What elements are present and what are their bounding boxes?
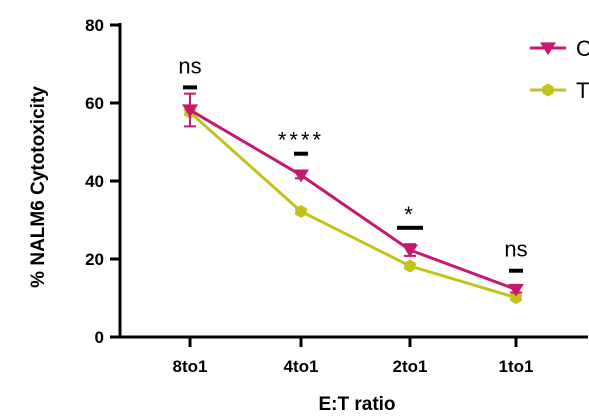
data-point	[182, 104, 198, 118]
data-point	[510, 291, 522, 305]
data-point	[295, 204, 307, 218]
data-point	[404, 259, 416, 273]
x-tick-label: 8to1	[173, 357, 208, 376]
legend-marker	[540, 42, 556, 56]
series-line	[189, 111, 517, 300]
series-c	[182, 92, 524, 297]
data-point	[293, 169, 309, 183]
y-tick-label: 40	[85, 172, 104, 191]
x-tick-label: 4to1	[284, 357, 319, 376]
legend-marker	[542, 83, 554, 97]
series-line	[189, 108, 517, 291]
y-tick-label: 60	[85, 94, 104, 113]
y-axis-ticks: 0 20 40 60 80	[85, 16, 120, 347]
significance-label: ****	[278, 128, 324, 153]
y-tick-label: 20	[85, 250, 104, 269]
y-tick-label: 80	[85, 16, 104, 35]
x-tick-label: 1to1	[499, 357, 534, 376]
significance-bar	[397, 225, 423, 230]
series-layer	[182, 92, 524, 305]
significance-bar	[183, 85, 197, 90]
legend-label: C	[576, 36, 589, 61]
significance-bar	[294, 151, 308, 156]
significance-label: ns	[178, 53, 201, 78]
legend-label: T	[576, 78, 589, 103]
significance-bar	[509, 268, 523, 273]
legend: CT	[530, 36, 589, 103]
significance-label: ns	[504, 237, 527, 262]
significance-label: *	[404, 202, 416, 227]
data-point	[508, 283, 524, 297]
significance-annotations: ns*****ns	[178, 53, 528, 273]
x-axis-title: E:T ratio	[318, 394, 395, 415]
x-axis-ticks: 8to1 4to1 2to1 1to1	[173, 337, 534, 376]
y-axis-title: % NALM6 Cytotoxicity	[28, 86, 49, 288]
x-tick-label: 2to1	[393, 357, 428, 376]
data-point	[402, 244, 418, 258]
y-tick-label: 0	[95, 328, 104, 347]
legend-item-c: C	[530, 36, 589, 61]
legend-item-t: T	[530, 78, 589, 103]
